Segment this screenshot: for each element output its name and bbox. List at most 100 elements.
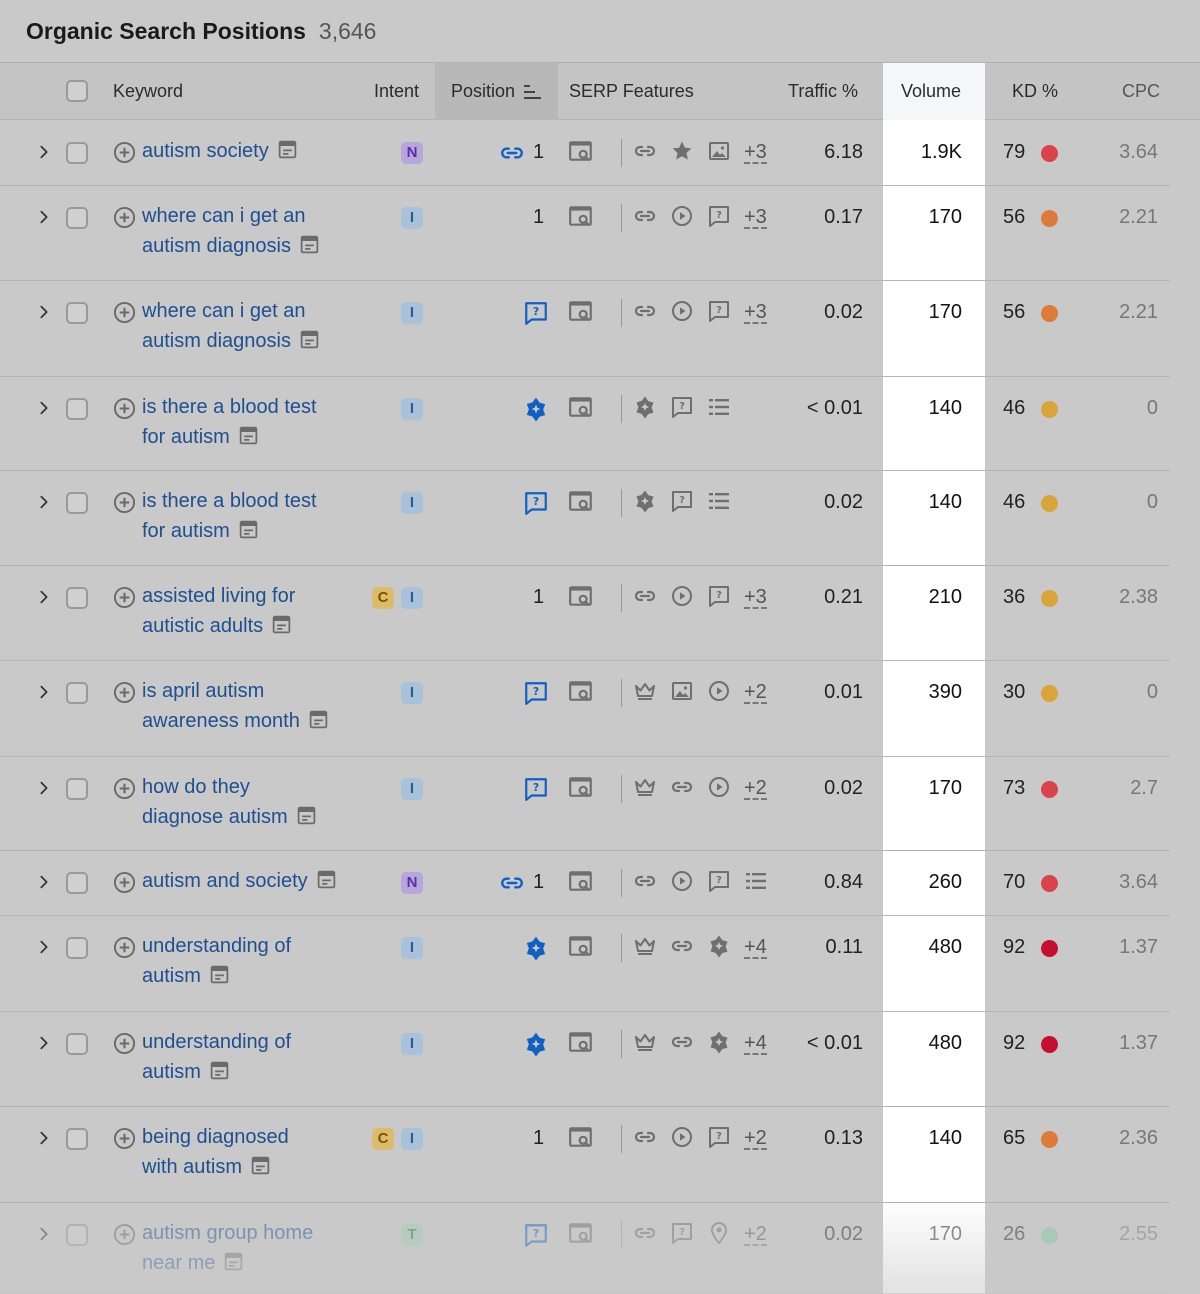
keyword-line[interactable]: autism group home — [142, 1222, 314, 1244]
serp-snapshot-button[interactable] — [238, 519, 259, 550]
serp-feature[interactable]: ? — [670, 1221, 707, 1250]
more-features-link[interactable]: +3 — [744, 301, 767, 324]
serp-page-icon-wrap[interactable] — [568, 774, 607, 805]
serp-snapshot-button[interactable] — [271, 614, 292, 645]
expand-row-button[interactable] — [36, 400, 50, 415]
keyword-line[interactable]: understanding of — [142, 1031, 292, 1053]
position-feature[interactable] — [523, 396, 549, 427]
row-checkbox[interactable] — [66, 1128, 88, 1150]
keyword-link[interactable]: being diagnosed with autism — [142, 1123, 289, 1185]
expand-row-button[interactable] — [36, 1226, 50, 1241]
keyword-line[interactable]: for autism — [142, 519, 230, 542]
keyword-line[interactable]: understanding of — [142, 935, 292, 957]
more-features-link[interactable]: +2 — [744, 1127, 767, 1150]
serp-page-icon-wrap[interactable] — [568, 203, 607, 234]
table-row[interactable]: where can i get an autism diagnosis I?? +3 0… — [0, 281, 1170, 377]
serp-feature[interactable] — [670, 204, 707, 233]
col-cpc[interactable]: CPC — [1122, 81, 1161, 101]
more-features-link[interactable]: +2 — [744, 777, 767, 800]
serp-feature[interactable] — [707, 934, 744, 963]
intent-badge[interactable]: C — [372, 587, 394, 609]
position-feature[interactable] — [523, 935, 549, 966]
row-checkbox[interactable] — [66, 682, 88, 704]
intent-badge[interactable]: I — [401, 1128, 423, 1150]
serp-feature[interactable] — [633, 1221, 670, 1250]
position-feature[interactable] — [523, 1031, 549, 1062]
serp-page-icon-wrap[interactable] — [568, 583, 607, 614]
keyword-link[interactable]: autism society — [142, 137, 298, 170]
serp-feature[interactable] — [670, 139, 707, 168]
position-feature[interactable]: ? — [523, 680, 549, 711]
table-row[interactable]: is there a blood test for autism I?? 0.02 14… — [0, 471, 1170, 566]
col-traffic[interactable]: Traffic % — [788, 81, 859, 101]
keyword-line[interactable]: how do they — [142, 776, 250, 798]
select-all-checkbox[interactable] — [66, 80, 88, 102]
row-checkbox[interactable] — [66, 937, 88, 959]
serp-snapshot-button[interactable] — [299, 234, 320, 265]
table-row[interactable]: autism and society N 1? 0.84 260 70 3.64 — [0, 851, 1170, 916]
position-feature[interactable]: ? — [523, 1222, 549, 1253]
col-intent[interactable]: Intent — [374, 81, 420, 101]
keyword-line[interactable]: where can i get an — [142, 205, 306, 227]
serp-page-icon-wrap[interactable] — [568, 394, 607, 425]
keyword-link[interactable]: autism and society — [142, 867, 337, 900]
serp-page-icon-wrap[interactable] — [568, 138, 607, 169]
more-features-link[interactable]: +3 — [744, 206, 767, 229]
table-row[interactable]: understanding of autism I +4 0.11 480 92 1.37 — [0, 916, 1170, 1012]
keyword-line[interactable]: autism diagnosis — [142, 234, 291, 257]
keyword-link[interactable]: understanding of autism — [142, 1028, 291, 1090]
keyword-line[interactable]: being diagnosed — [142, 1126, 289, 1148]
keyword-line[interactable]: is there a blood test — [142, 396, 317, 418]
keyword-line[interactable]: for autism — [142, 425, 230, 448]
serp-feature[interactable] — [633, 489, 670, 518]
keyword-line[interactable]: autism and society — [142, 870, 308, 892]
serp-feature[interactable]: ? — [707, 869, 744, 898]
table-row[interactable]: understanding of autism I +4 < 0.01 480 92 1.37 — [0, 1012, 1170, 1107]
add-keyword-button[interactable] — [113, 1127, 136, 1150]
table-row[interactable]: being diagnosed with autism C I 1? +2 0.13 140 6… — [0, 1107, 1170, 1203]
intent-badge[interactable]: I — [401, 778, 423, 800]
row-checkbox[interactable] — [66, 587, 88, 609]
serp-feature[interactable] — [670, 299, 707, 328]
row-checkbox[interactable] — [66, 872, 88, 894]
serp-page-icon-wrap[interactable] — [568, 933, 607, 964]
serp-snapshot-button[interactable] — [223, 1251, 244, 1282]
serp-page-icon-wrap[interactable] — [568, 1124, 607, 1155]
serp-feature[interactable]: ? — [707, 1125, 744, 1154]
col-keyword[interactable]: Keyword — [113, 81, 184, 101]
serp-feature[interactable] — [633, 395, 670, 424]
serp-snapshot-button[interactable] — [299, 329, 320, 360]
serp-feature[interactable]: ? — [670, 489, 707, 518]
serp-feature[interactable] — [670, 1030, 707, 1059]
keyword-line[interactable]: autism — [142, 964, 201, 987]
serp-snapshot-button[interactable] — [296, 805, 317, 836]
intent-badge[interactable]: I — [401, 398, 423, 420]
add-keyword-button[interactable] — [113, 1032, 136, 1055]
serp-feature[interactable] — [633, 204, 670, 233]
expand-row-button[interactable] — [36, 144, 50, 159]
intent-badge[interactable]: I — [401, 207, 423, 229]
position-feature[interactable] — [499, 870, 525, 901]
serp-feature[interactable] — [707, 1030, 744, 1059]
add-keyword-button[interactable] — [113, 681, 136, 704]
serp-page-icon-wrap[interactable] — [568, 488, 607, 519]
serp-feature[interactable] — [707, 679, 744, 708]
expand-row-button[interactable] — [36, 874, 50, 889]
intent-badge[interactable]: I — [401, 1033, 423, 1055]
add-keyword-button[interactable] — [113, 141, 136, 164]
row-checkbox[interactable] — [66, 398, 88, 420]
serp-feature[interactable]: ? — [707, 204, 744, 233]
intent-badge[interactable]: I — [401, 682, 423, 704]
keyword-line[interactable]: autism — [142, 1060, 201, 1083]
table-row[interactable]: is there a blood test for autism I? < 0.01 1… — [0, 377, 1170, 471]
serp-feature[interactable] — [633, 584, 670, 613]
row-checkbox[interactable] — [66, 1224, 88, 1246]
serp-feature[interactable]: ? — [670, 395, 707, 424]
position-feature[interactable]: ? — [523, 300, 549, 331]
expand-row-button[interactable] — [36, 939, 50, 954]
add-keyword-button[interactable] — [113, 586, 136, 609]
intent-badge[interactable]: I — [401, 587, 423, 609]
table-row[interactable]: assisted living for autistic adults C I 1? +3… — [0, 566, 1170, 661]
col-kd[interactable]: KD % — [1012, 81, 1059, 101]
keyword-link[interactable]: understanding of autism — [142, 932, 291, 994]
